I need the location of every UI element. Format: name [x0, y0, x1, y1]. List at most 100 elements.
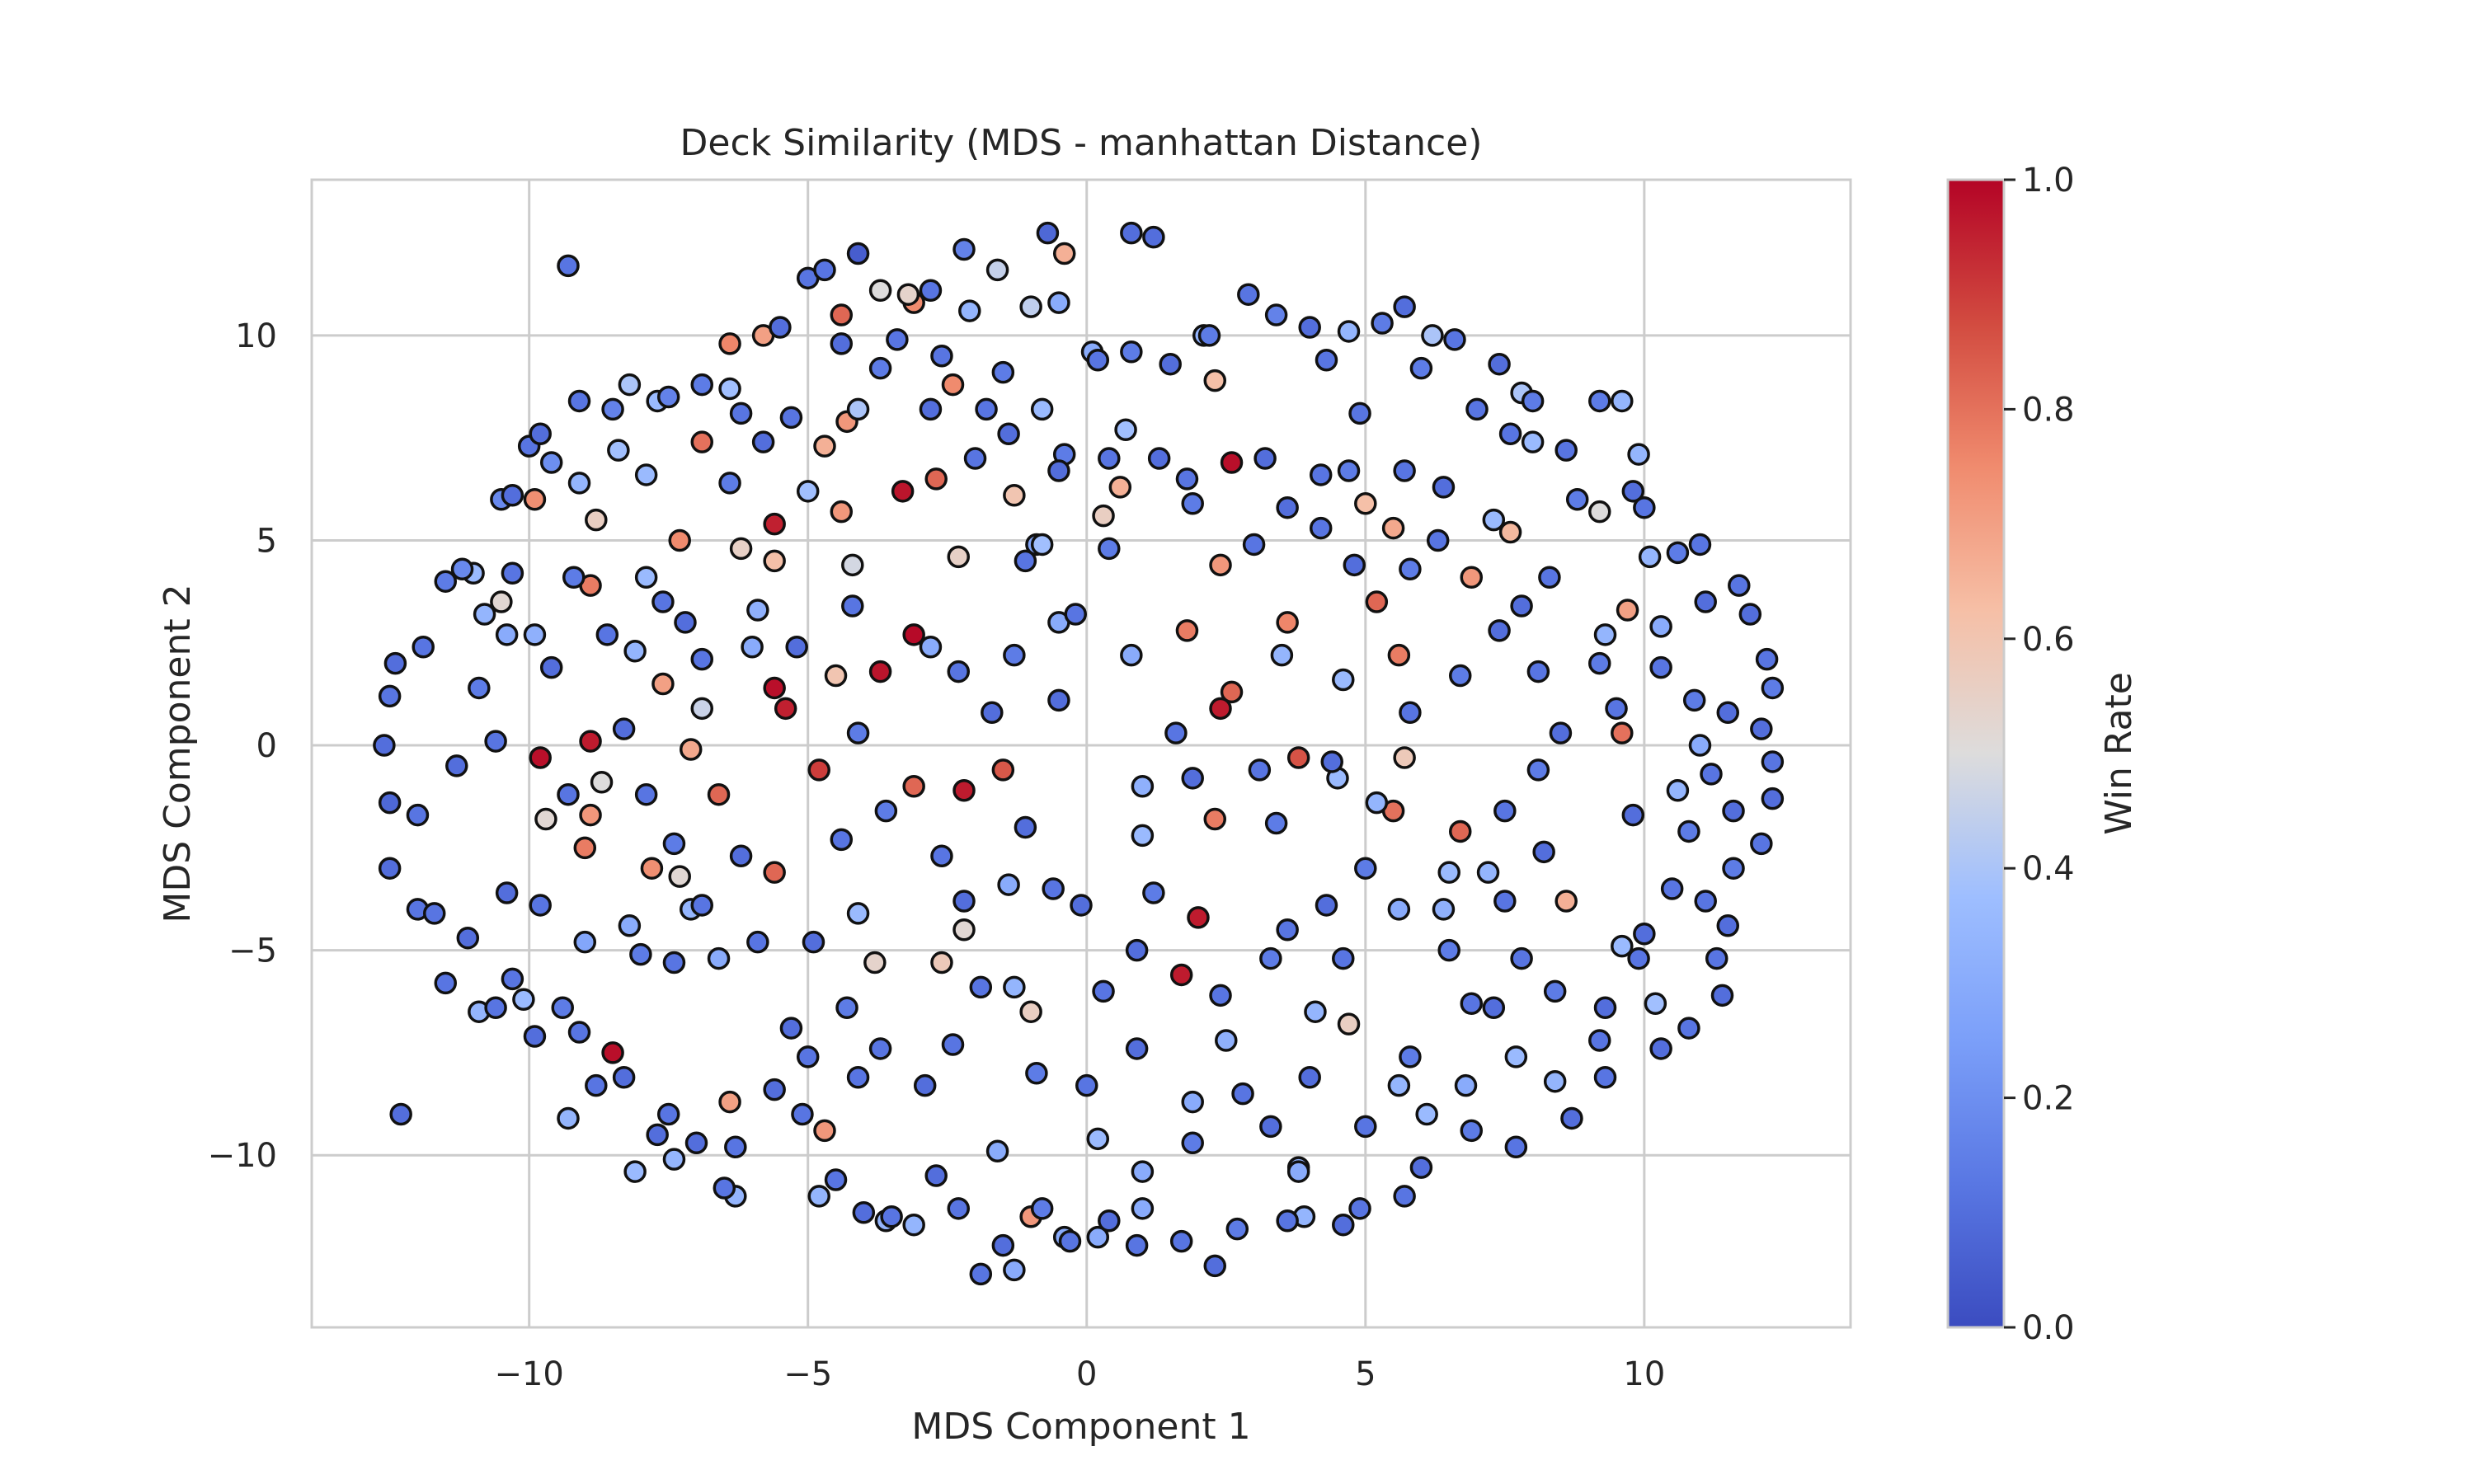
data-point — [1169, 1229, 1193, 1253]
data-point — [975, 397, 998, 421]
data-point — [1465, 397, 1489, 421]
data-point — [1075, 1073, 1098, 1097]
data-point — [1443, 328, 1466, 351]
data-point — [1588, 500, 1611, 524]
data-point — [963, 447, 987, 470]
data-point — [1504, 1135, 1528, 1159]
data-point — [969, 975, 993, 999]
data-point — [1627, 946, 1650, 970]
data-point — [1019, 295, 1042, 318]
data-point — [567, 389, 591, 413]
data-point — [1332, 1213, 1355, 1237]
data-point — [1526, 660, 1550, 683]
data-point — [1700, 763, 1723, 786]
data-point — [1276, 611, 1299, 634]
data-point — [868, 1037, 892, 1060]
data-point — [947, 660, 971, 683]
data-point — [679, 738, 703, 761]
colorbar — [1946, 178, 2006, 1329]
data-point — [1286, 1160, 1310, 1183]
data-point — [495, 881, 519, 904]
data-point — [985, 258, 1009, 282]
data-point — [880, 1205, 903, 1228]
data-point — [796, 1045, 820, 1068]
data-point — [1660, 877, 1684, 900]
data-point — [924, 1164, 948, 1187]
data-point — [1415, 1102, 1438, 1126]
data-point — [1722, 799, 1745, 823]
data-point — [1092, 979, 1115, 1003]
data-point — [724, 1135, 747, 1159]
data-point — [1621, 803, 1645, 827]
data-point — [1025, 1062, 1048, 1085]
data-point — [846, 1065, 870, 1089]
data-point — [1003, 1258, 1026, 1282]
data-point — [534, 807, 557, 831]
data-point — [947, 545, 971, 569]
data-point — [1649, 1037, 1672, 1060]
data-point — [1393, 746, 1416, 769]
data-point — [846, 397, 870, 421]
data-point — [1047, 291, 1070, 314]
data-point — [902, 1213, 925, 1237]
plot-frame — [310, 178, 1852, 1329]
data-point — [1627, 443, 1650, 466]
data-point — [668, 528, 691, 552]
data-point — [841, 553, 864, 577]
data-point — [1131, 775, 1155, 798]
data-point — [662, 951, 686, 974]
data-point — [450, 557, 474, 581]
data-point — [434, 570, 458, 593]
data-point — [830, 828, 854, 852]
data-point — [551, 996, 574, 1019]
data-point — [1554, 890, 1578, 913]
data-point — [1098, 447, 1121, 470]
data-point — [1298, 316, 1321, 339]
data-point — [1348, 402, 1371, 425]
data-point — [1164, 721, 1188, 744]
data-point — [656, 385, 680, 409]
data-point — [1237, 283, 1260, 306]
data-point — [1142, 881, 1165, 904]
data-point — [902, 623, 925, 646]
data-point — [1036, 221, 1060, 245]
data-point — [1120, 340, 1143, 364]
data-point — [991, 1233, 1015, 1257]
data-point — [1175, 619, 1199, 642]
data-point — [1644, 992, 1667, 1016]
data-point — [846, 721, 870, 744]
data-point — [1437, 938, 1460, 962]
data-point — [690, 373, 714, 397]
data-point — [1498, 422, 1522, 445]
data-point — [1047, 688, 1070, 712]
data-point — [1343, 553, 1366, 577]
data-point — [562, 566, 586, 589]
data-point — [1125, 1233, 1149, 1257]
data-point — [1209, 697, 1232, 721]
data-point — [1304, 1000, 1327, 1023]
data-point — [607, 439, 630, 462]
data-point — [1409, 356, 1433, 380]
data-point — [846, 242, 870, 265]
x-tick-label: 0 — [1076, 1355, 1097, 1393]
y-tick-label: −5 — [228, 932, 277, 970]
data-point — [1175, 467, 1199, 491]
data-point — [1532, 840, 1555, 864]
data-point — [1649, 615, 1672, 638]
data-point — [1399, 557, 1422, 581]
data-point — [1159, 352, 1182, 376]
data-point — [690, 894, 714, 917]
data-point — [484, 730, 507, 753]
data-point — [684, 1131, 708, 1155]
data-point — [1092, 504, 1115, 528]
data-point — [1560, 1106, 1583, 1130]
data-point — [1348, 1197, 1371, 1220]
y-tick-label: 10 — [235, 317, 277, 355]
data-point — [501, 561, 524, 585]
data-point — [791, 1102, 814, 1126]
data-point — [1086, 348, 1110, 372]
data-point — [741, 635, 764, 659]
data-point — [763, 676, 786, 700]
data-point — [690, 647, 714, 671]
data-point — [1716, 914, 1740, 937]
